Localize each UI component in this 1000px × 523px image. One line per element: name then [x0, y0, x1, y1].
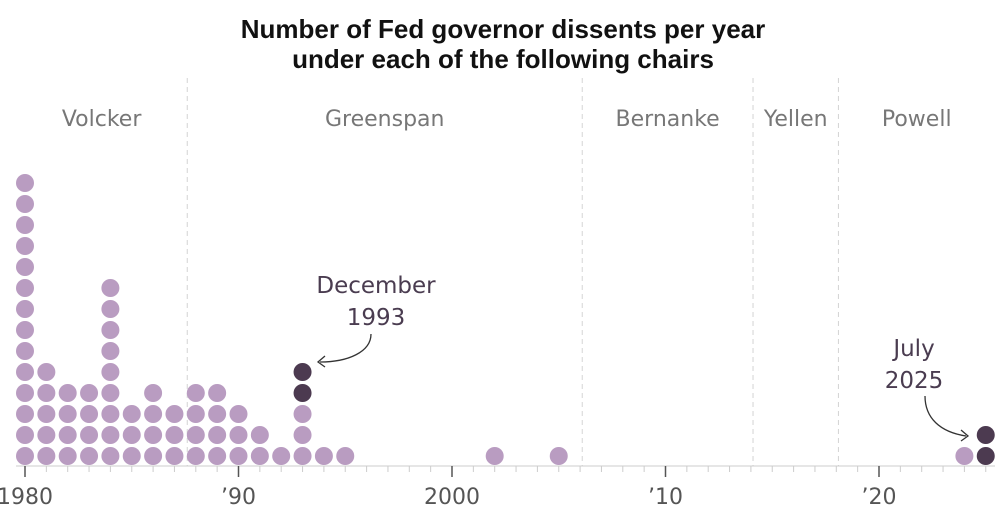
dissent-dot-1984	[101, 384, 120, 402]
dissent-dot-1985	[122, 405, 141, 423]
dissent-dot-1991	[250, 447, 269, 465]
annotation-2025-line2: 2025	[885, 368, 944, 394]
dissent-dot-1984	[101, 321, 120, 339]
dissent-dot-1980	[16, 426, 34, 444]
dissent-dot-1983	[80, 426, 99, 444]
dissent-dot-1984	[101, 405, 120, 423]
dissent-dot-1982	[58, 384, 77, 402]
dissent-dot-1984	[101, 363, 120, 381]
annotation-december-1993: December 1993	[316, 273, 436, 368]
dissent-dot-1982	[58, 426, 77, 444]
dissent-dot-1980	[16, 363, 34, 381]
dissent-dot-1986	[144, 426, 163, 444]
dissent-dot-1983	[80, 447, 99, 465]
chair-labels: Volcker Greenspan Bernanke Yellen Powell	[62, 107, 952, 132]
dissent-dot-1990	[229, 405, 248, 423]
dissent-dot-1989	[208, 447, 227, 465]
dissent-dot-1983	[80, 384, 99, 402]
dissent-dot-1992	[272, 447, 291, 465]
dissent-dot-1993	[293, 405, 312, 423]
dissent-dot-1988	[186, 384, 205, 402]
dissent-dot-1989	[208, 426, 227, 444]
annotation-1993-line1: December	[316, 273, 436, 299]
chair-label-bernanke: Bernanke	[616, 107, 720, 132]
dissent-dot-2005	[549, 447, 568, 465]
x-axis-ticks: 1980 ’90 2000 ’10 ’20	[0, 466, 987, 510]
chart-subtitle: under each of the following chairs	[292, 44, 714, 74]
dissent-dot-1980	[16, 342, 34, 360]
dissent-dot-1981	[37, 363, 56, 381]
dissent-dot-1980	[16, 447, 34, 465]
dissent-dot-1987	[165, 405, 184, 423]
chart-title: Number of Fed governor dissents per year	[241, 14, 765, 44]
chair-dividers	[186, 78, 839, 466]
annotation-2025-arrow	[924, 395, 967, 437]
dissent-dot-1987	[165, 426, 184, 444]
dissent-dots	[16, 174, 995, 465]
dissent-dot-1984	[101, 279, 120, 297]
dissent-dot-1980	[16, 279, 34, 297]
dissent-dot-1993	[293, 426, 312, 444]
dissent-dot-1984	[101, 300, 120, 318]
annotation-july-2025: July 2025	[885, 336, 970, 442]
dissent-dot-1981	[37, 405, 56, 423]
chair-label-yellen: Yellen	[763, 107, 828, 132]
dissent-dot-1988	[186, 405, 205, 423]
dissent-dot-1985	[122, 447, 141, 465]
chair-label-greenspan: Greenspan	[325, 107, 444, 132]
dissent-dot-1988	[186, 426, 205, 444]
dissent-dot-1980	[16, 174, 34, 192]
dissent-dot-1983	[80, 405, 99, 423]
dissent-dot-1980	[16, 384, 34, 402]
dissent-dot-1995	[336, 447, 355, 465]
dissent-dot-1990	[229, 447, 248, 465]
dissent-dot-1991	[250, 426, 269, 444]
tick-label: ’10	[648, 485, 683, 510]
dissent-dot-1984	[101, 342, 120, 360]
annotation-1993-line2: 1993	[347, 305, 406, 331]
dissent-dot-1980	[16, 216, 34, 234]
dissent-dot-1993	[293, 447, 312, 465]
dissent-dot-2025	[976, 426, 995, 444]
annotation-1993-arrow	[319, 333, 372, 363]
dissent-dot-1988	[186, 447, 205, 465]
dissent-dot-1985	[122, 426, 141, 444]
dissent-dot-1980	[16, 195, 34, 213]
dissent-dot-1993	[293, 384, 312, 402]
dissent-dot-1994	[314, 447, 333, 465]
dissent-dot-1982	[58, 405, 77, 423]
dissent-dot-1980	[16, 321, 34, 339]
chair-label-powell: Powell	[882, 107, 952, 132]
dissent-dot-1989	[208, 405, 227, 423]
dissent-dot-1984	[101, 447, 120, 465]
dissent-dot-1980	[16, 258, 34, 276]
annotation-2025-line1: July	[891, 336, 934, 362]
dissent-dot-1989	[208, 384, 227, 402]
dissent-dot-1986	[144, 405, 163, 423]
annotation-1993-arrowhead	[316, 355, 326, 368]
dissent-dot-1980	[16, 237, 34, 255]
dissent-dot-1986	[144, 384, 163, 402]
tick-label: 1980	[0, 485, 53, 510]
dissent-dot-1984	[101, 426, 120, 444]
dissent-dot-2024	[955, 447, 974, 465]
tick-label: ’90	[221, 485, 256, 510]
dissent-dot-1981	[37, 384, 56, 402]
tick-label: ’20	[862, 485, 897, 510]
dissent-dot-1982	[58, 447, 77, 465]
dissent-dot-1980	[16, 300, 34, 318]
dissent-dot-2002	[485, 447, 504, 465]
chair-label-volcker: Volcker	[62, 107, 143, 132]
dissent-dot-1990	[229, 426, 248, 444]
dissent-dot-1986	[144, 447, 163, 465]
dissent-dot-1981	[37, 426, 56, 444]
dissent-dot-2025	[976, 447, 995, 465]
annotation-2025-arrowhead	[960, 429, 970, 442]
dissent-dot-1981	[37, 447, 56, 465]
dissent-dot-1993	[293, 363, 312, 381]
dissent-dot-1980	[16, 405, 34, 423]
dissent-dot-1987	[165, 447, 184, 465]
tick-label: 2000	[424, 485, 480, 510]
